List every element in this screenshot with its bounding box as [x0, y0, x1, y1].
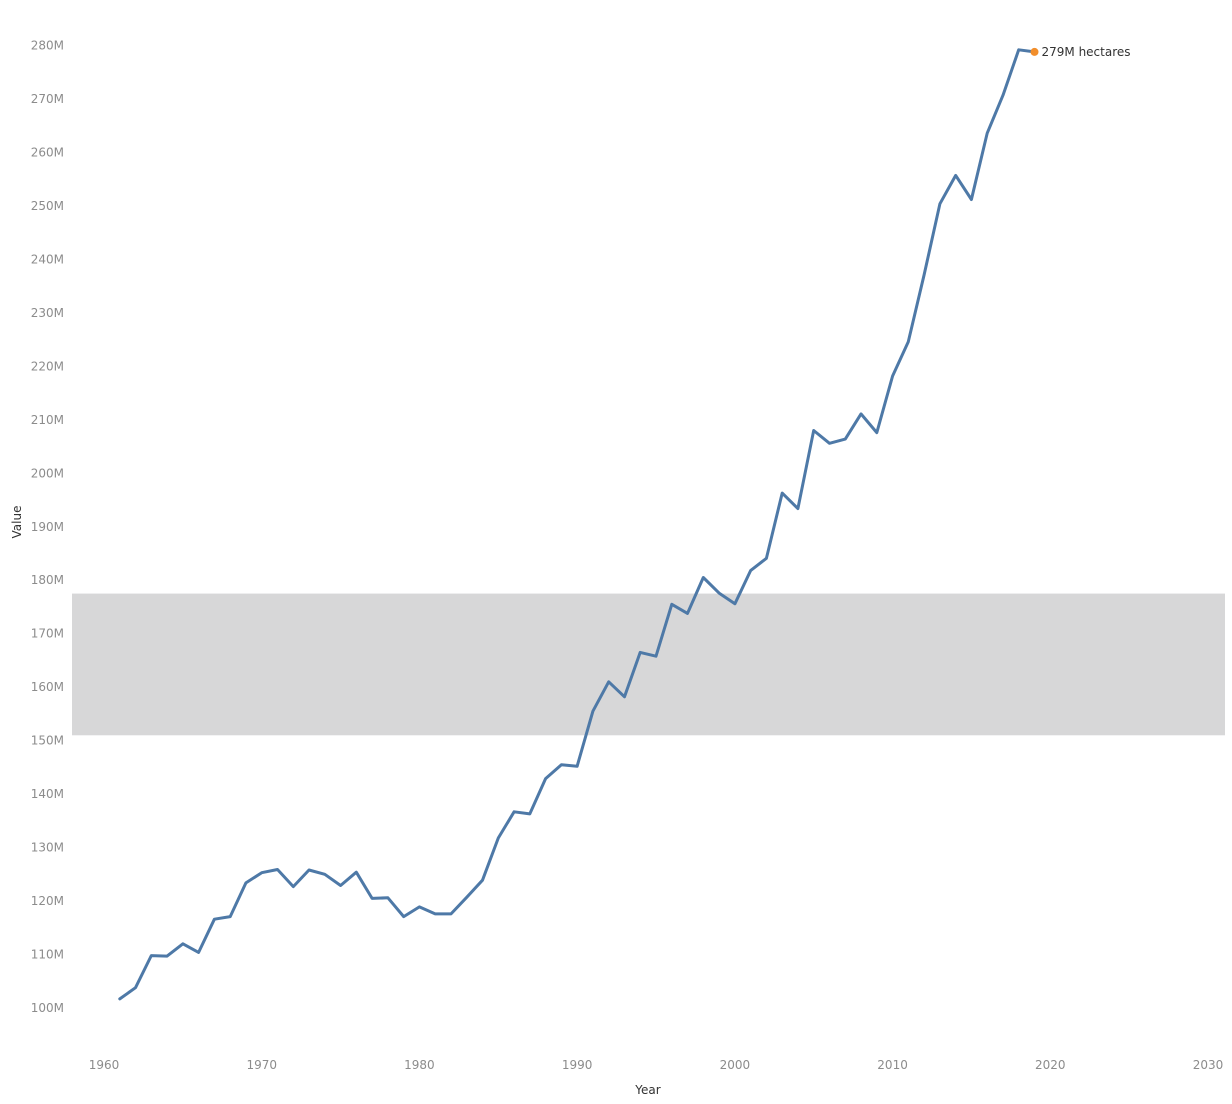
y-tick-label: 170M [31, 627, 64, 641]
y-tick-label: 160M [31, 680, 64, 694]
highlight-point [1030, 47, 1039, 56]
y-tick-label: 110M [31, 948, 64, 962]
x-axis-title: Year [634, 1083, 660, 1097]
x-tick-label: 1960 [89, 1058, 120, 1072]
x-tick-label: 2030 [1193, 1058, 1224, 1072]
series-line [118, 48, 1036, 1001]
y-tick-label: 260M [31, 145, 64, 159]
y-tick-label: 280M [31, 39, 64, 53]
y-tick-label: 190M [31, 520, 64, 534]
x-tick-label: 1990 [562, 1058, 593, 1072]
x-tick-label: 2000 [720, 1058, 751, 1072]
y-tick-label: 140M [31, 787, 64, 801]
x-tick-label: 2010 [877, 1058, 908, 1072]
highlight-label: 279M hectares [1042, 45, 1131, 59]
reference-band [72, 593, 1225, 736]
y-tick-label: 220M [31, 359, 64, 373]
x-tick-label: 1980 [404, 1058, 435, 1072]
y-tick-label: 130M [31, 841, 64, 855]
y-tick-label: 100M [31, 1001, 64, 1015]
y-tick-label: 240M [31, 252, 64, 266]
y-tick-label: 250M [31, 199, 64, 213]
y-tick-label: 230M [31, 306, 64, 320]
y-tick-label: 180M [31, 573, 64, 587]
y-axis-title: Value [10, 506, 24, 539]
y-tick-label: 150M [31, 734, 64, 748]
x-tick-label: 2020 [1035, 1058, 1066, 1072]
y-tick-label: 200M [31, 466, 64, 480]
x-tick-label: 1970 [246, 1058, 277, 1072]
y-tick-label: 210M [31, 413, 64, 427]
y-tick-label: 270M [31, 92, 64, 106]
y-tick-label: 120M [31, 894, 64, 908]
